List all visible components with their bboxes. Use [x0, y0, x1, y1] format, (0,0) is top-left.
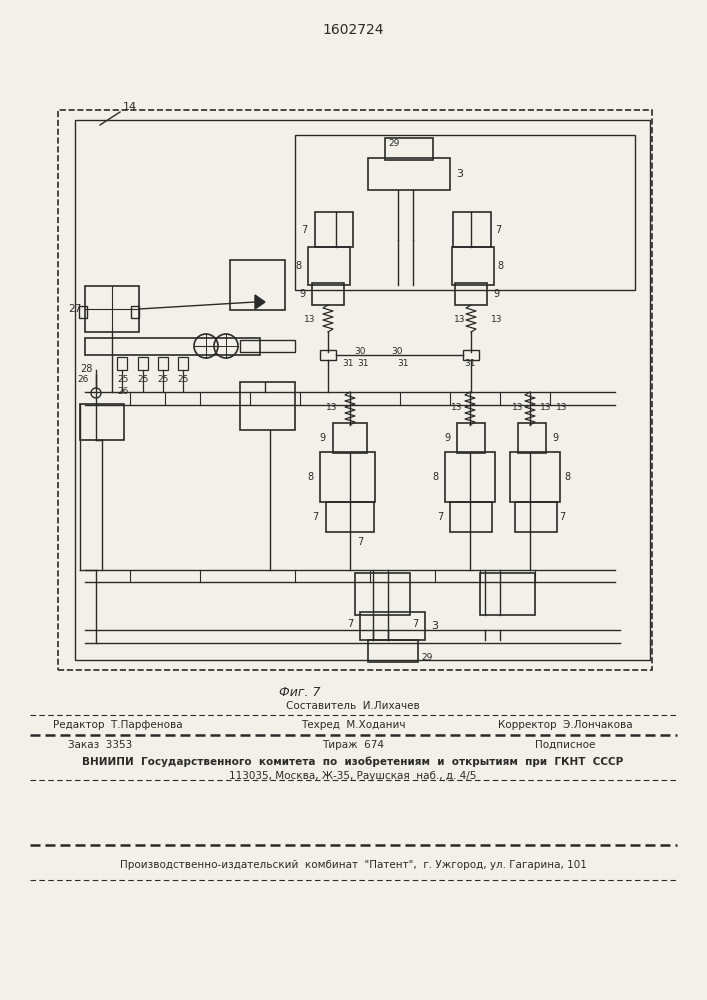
Text: 7: 7 — [301, 225, 307, 235]
Text: 8: 8 — [497, 261, 503, 271]
Text: 3: 3 — [457, 169, 464, 179]
Bar — [315, 212, 353, 247]
Bar — [385, 138, 433, 160]
Text: Редактор  Т.Парфенова: Редактор Т.Парфенова — [53, 720, 183, 730]
Text: 1602724: 1602724 — [322, 23, 384, 37]
Text: 113035, Москва, Ж-35, Раушская  наб., д. 4/5: 113035, Москва, Ж-35, Раушская наб., д. … — [229, 771, 477, 781]
Bar — [79, 306, 87, 318]
Bar — [326, 502, 374, 532]
Text: 31: 31 — [464, 360, 476, 368]
Text: 7: 7 — [347, 619, 353, 629]
Bar — [312, 283, 344, 305]
Bar — [85, 286, 139, 332]
Bar — [158, 357, 168, 370]
Bar — [320, 452, 375, 502]
Bar — [445, 452, 495, 502]
Text: 8: 8 — [564, 472, 570, 482]
Bar — [240, 340, 295, 352]
Bar — [360, 612, 425, 640]
Bar — [58, 110, 652, 670]
Bar — [178, 357, 188, 370]
Text: 13: 13 — [556, 403, 568, 412]
Text: Производственно-издательский  комбинат  "Патент",  г. Ужгород, ул. Гагарина, 101: Производственно-издательский комбинат "П… — [119, 860, 586, 870]
Text: 9: 9 — [319, 433, 325, 443]
Text: 3: 3 — [431, 621, 438, 631]
Text: 30: 30 — [391, 348, 403, 357]
Text: 7: 7 — [437, 512, 443, 522]
Text: 25: 25 — [177, 374, 189, 383]
Text: Подписное: Подписное — [534, 740, 595, 750]
Text: 13: 13 — [491, 316, 503, 324]
Text: Тираж  674: Тираж 674 — [322, 740, 384, 750]
Bar — [453, 212, 491, 247]
Bar — [480, 573, 535, 615]
Text: 13: 13 — [455, 316, 466, 324]
Text: 25: 25 — [158, 374, 169, 383]
Text: 9: 9 — [552, 433, 558, 443]
Bar — [368, 158, 450, 190]
Text: 8: 8 — [432, 472, 438, 482]
Text: ВНИИПИ  Государственного  комитета  по  изобретениям  и  открытиям  при  ГКНТ  С: ВНИИПИ Государственного комитета по изоб… — [83, 757, 624, 767]
Bar — [131, 306, 139, 318]
Text: 13: 13 — [451, 403, 463, 412]
Text: Фиг. 7: Фиг. 7 — [279, 686, 321, 698]
Bar — [355, 573, 410, 615]
Text: 9: 9 — [444, 433, 450, 443]
Text: 7: 7 — [357, 537, 363, 547]
Bar — [230, 260, 285, 310]
Text: 31: 31 — [397, 360, 409, 368]
Text: 8: 8 — [307, 472, 313, 482]
Text: 13: 13 — [540, 403, 551, 412]
Text: 31: 31 — [357, 360, 369, 368]
Text: Заказ  3353: Заказ 3353 — [68, 740, 132, 750]
Bar — [295, 135, 635, 290]
Bar — [450, 502, 492, 532]
Text: 26: 26 — [117, 386, 129, 395]
Bar — [457, 423, 485, 453]
Bar — [240, 382, 295, 430]
Bar — [518, 423, 546, 453]
Text: 8: 8 — [295, 261, 301, 271]
Bar — [117, 357, 127, 370]
Text: Техред  М.Ходанич: Техред М.Ходанич — [300, 720, 405, 730]
Text: 7: 7 — [412, 619, 418, 629]
Bar — [510, 452, 560, 502]
Bar — [85, 338, 260, 355]
Text: 29: 29 — [421, 652, 433, 662]
Bar — [308, 247, 350, 285]
Bar — [452, 247, 494, 285]
Polygon shape — [255, 295, 265, 309]
Bar — [463, 350, 479, 360]
Bar — [368, 640, 418, 662]
Text: Корректор  Э.Лончакова: Корректор Э.Лончакова — [498, 720, 632, 730]
Bar — [515, 502, 557, 532]
Text: Составитель  И.Лихачев: Составитель И.Лихачев — [286, 701, 420, 711]
Text: 13: 13 — [326, 403, 338, 412]
Bar — [320, 350, 336, 360]
Text: 9: 9 — [493, 289, 499, 299]
Text: 14: 14 — [123, 102, 137, 112]
Text: 7: 7 — [559, 512, 565, 522]
Text: 7: 7 — [495, 225, 501, 235]
Bar — [75, 120, 650, 660]
Text: 28: 28 — [80, 364, 92, 374]
Bar — [333, 423, 367, 453]
Bar — [455, 283, 487, 305]
Bar — [80, 404, 124, 440]
Text: 25: 25 — [137, 374, 148, 383]
Text: 31: 31 — [342, 360, 354, 368]
Text: 13: 13 — [304, 316, 316, 324]
Text: 9: 9 — [299, 289, 305, 299]
Bar — [138, 357, 148, 370]
Text: 26: 26 — [77, 374, 88, 383]
Text: 13: 13 — [513, 403, 524, 412]
Text: 30: 30 — [354, 348, 366, 357]
Text: 29: 29 — [388, 139, 399, 148]
Text: 7: 7 — [312, 512, 318, 522]
Text: 27: 27 — [69, 304, 81, 314]
Text: 25: 25 — [117, 374, 129, 383]
